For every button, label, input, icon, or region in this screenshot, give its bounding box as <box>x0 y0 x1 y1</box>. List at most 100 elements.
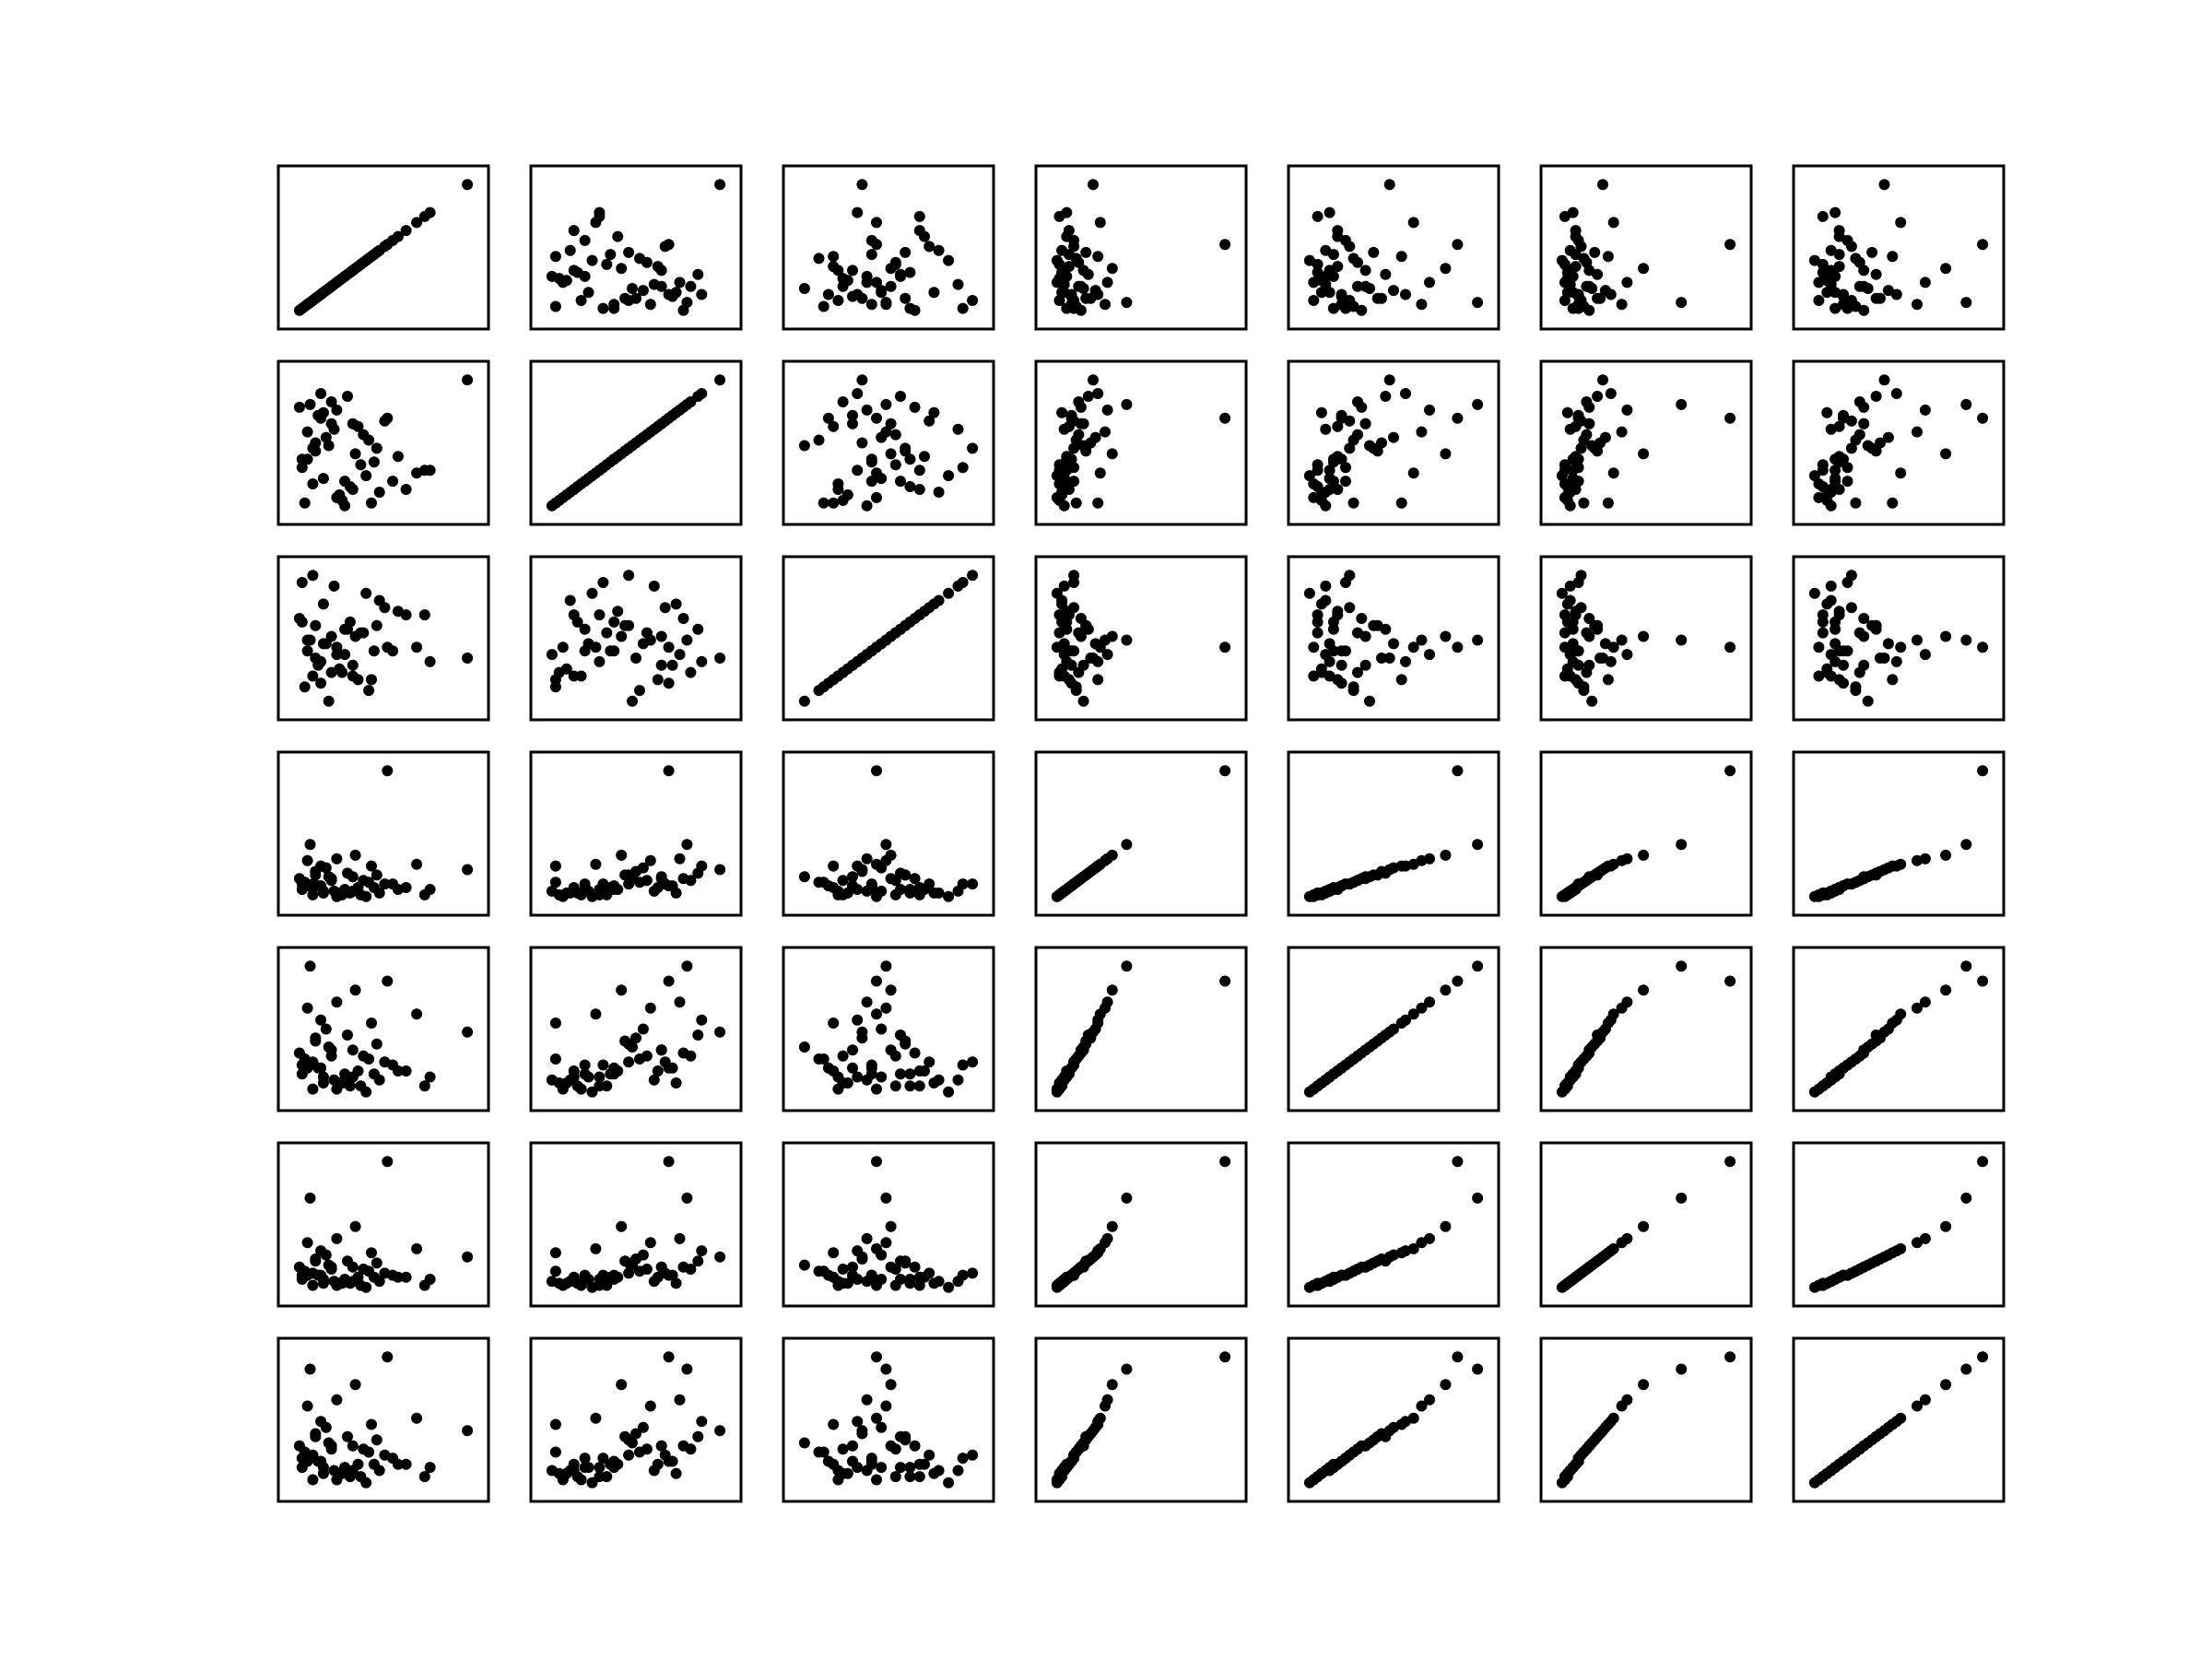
scatter-panel-r5-c3 <box>782 946 995 1112</box>
scatter-point <box>382 1351 394 1363</box>
scatter-point <box>347 659 359 671</box>
scatter-point <box>623 1449 635 1461</box>
scatter-point <box>1564 1276 1576 1288</box>
scatter-point <box>1564 594 1576 606</box>
scatter-point <box>1597 374 1608 386</box>
scatter-point <box>568 265 580 276</box>
scatter-point <box>1065 659 1077 671</box>
scatter-point <box>1312 1471 1324 1483</box>
scatter-point <box>373 594 385 606</box>
scatter-point <box>373 1276 385 1288</box>
scatter-point <box>304 1192 316 1204</box>
scatter-point <box>904 1462 916 1474</box>
scatter-point <box>1472 1363 1484 1375</box>
scatter-point <box>957 462 969 474</box>
scatter-point <box>325 630 337 642</box>
scatter-point <box>575 295 587 306</box>
scatter-point <box>847 1062 858 1074</box>
scatter-point <box>847 880 858 892</box>
scatter-point <box>1878 864 1890 876</box>
scatter-point <box>1065 409 1077 421</box>
scatter-point <box>616 630 628 642</box>
scatter-point <box>360 587 372 599</box>
scatter-point <box>895 476 906 488</box>
scatter-point <box>304 1363 316 1375</box>
scatter-point <box>317 885 329 897</box>
scatter-panel-r1-c7 <box>1792 164 2006 331</box>
scatter-point <box>852 1014 864 1026</box>
scatter-point <box>411 217 423 229</box>
scatter-point <box>909 401 921 413</box>
scatter-point <box>876 431 888 443</box>
scatter-point <box>347 1276 359 1288</box>
scatter-point <box>1858 1440 1870 1452</box>
scatter-point <box>619 1035 631 1047</box>
scatter-point <box>1960 398 1972 410</box>
scatter-point <box>1063 420 1075 432</box>
scatter-point <box>813 1053 825 1065</box>
scatter-point <box>1895 467 1907 479</box>
scatter-point <box>1878 179 1890 191</box>
scatter-point <box>608 1455 620 1467</box>
scatter-point <box>1327 623 1339 635</box>
scatter-point <box>696 288 708 300</box>
scatter-point <box>880 1400 892 1412</box>
scatter-point <box>880 1363 892 1375</box>
scatter-point <box>1344 570 1356 582</box>
scatter-point <box>1312 210 1324 222</box>
scatter-point <box>957 1059 969 1071</box>
panel-frame <box>1034 1336 1248 1503</box>
scatter-point <box>1724 412 1736 424</box>
scatter-point <box>1564 1071 1576 1083</box>
scatter-point <box>1092 288 1104 300</box>
scatter-point <box>424 1071 436 1083</box>
scatter-panel-r4-c7 <box>1792 750 2006 917</box>
scatter-point <box>714 1251 726 1263</box>
scatter-panel-r7-c7 <box>1792 1336 2006 1503</box>
scatter-point <box>1056 406 1068 418</box>
scatter-point <box>347 1044 359 1056</box>
scatter-point <box>462 653 474 664</box>
panel-frame <box>1539 946 1753 1112</box>
scatter-point <box>692 268 704 280</box>
scatter-point <box>943 890 955 902</box>
scatter-point <box>1858 280 1870 292</box>
scatter-point <box>1813 641 1825 653</box>
scatter-point <box>852 288 864 300</box>
scatter-point <box>674 853 686 865</box>
scatter-point <box>608 880 620 892</box>
scatter-point <box>1416 299 1428 311</box>
scatter-point <box>608 616 620 628</box>
scatter-point <box>967 442 979 454</box>
scatter-point <box>1219 1156 1231 1168</box>
scatter-point <box>616 849 628 861</box>
scatter-point <box>895 884 906 895</box>
scatter-point <box>919 1065 930 1077</box>
scatter-point <box>1724 765 1736 777</box>
scatter-point <box>1567 287 1579 299</box>
scatter-point <box>299 681 311 693</box>
scatter-point <box>608 453 620 465</box>
scatter-point <box>1416 1400 1428 1412</box>
scatter-point <box>594 1080 606 1092</box>
scatter-point <box>1825 885 1837 897</box>
scatter-point <box>1838 659 1849 671</box>
scatter-point <box>1817 609 1829 621</box>
scatter-point <box>549 1018 561 1029</box>
scatter-point <box>1919 276 1931 288</box>
scatter-point <box>331 996 343 1008</box>
scatter-panel-r4-c6 <box>1539 750 1753 917</box>
scatter-point <box>1607 467 1619 479</box>
scatter-point <box>1825 594 1837 606</box>
scatter-point <box>1870 445 1882 457</box>
scatter-point <box>1858 1044 1870 1056</box>
panel-frame <box>1287 164 1500 331</box>
scatter-point <box>924 1449 935 1461</box>
scatter-point <box>852 206 864 218</box>
scatter-point <box>828 1247 840 1259</box>
scatter-point <box>411 1242 423 1254</box>
scatter-point <box>1335 1455 1347 1467</box>
scatter-point <box>952 1465 964 1477</box>
scatter-point <box>1724 239 1736 251</box>
scatter-point <box>904 1277 916 1289</box>
